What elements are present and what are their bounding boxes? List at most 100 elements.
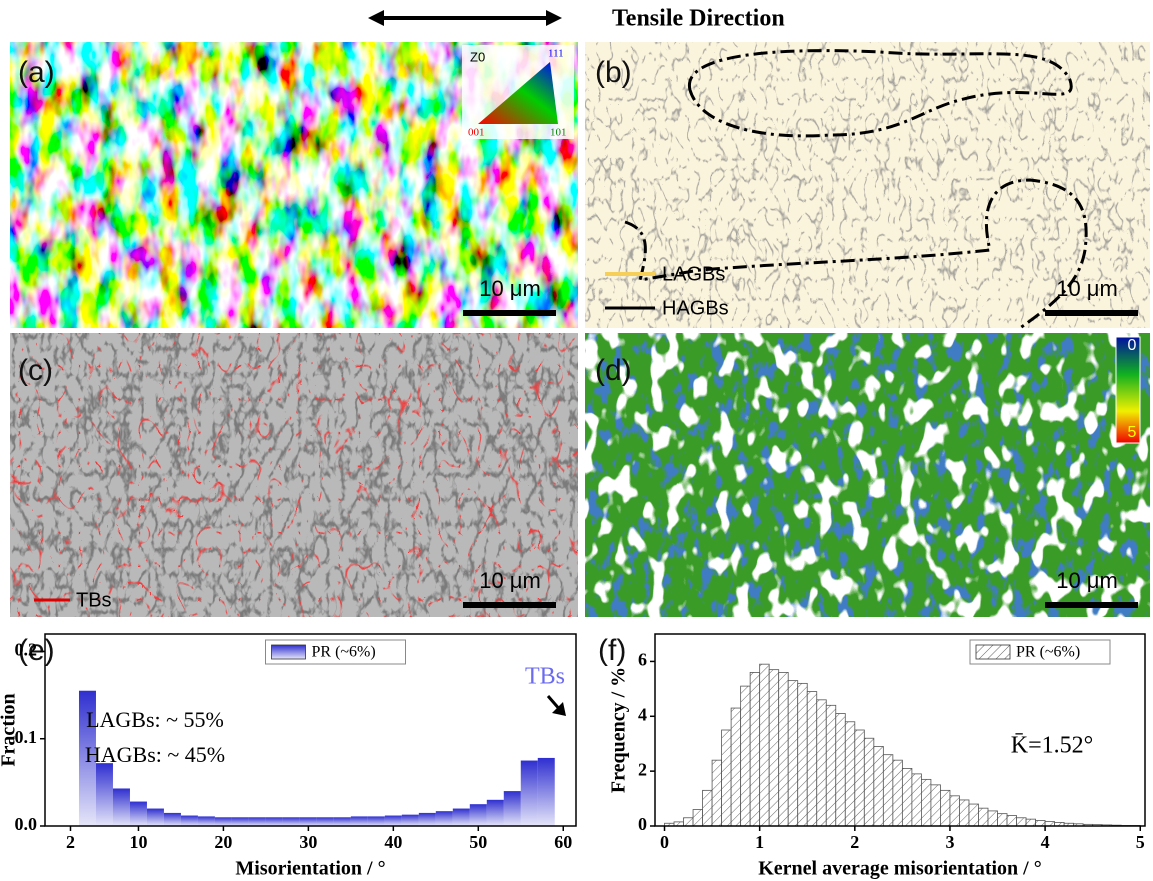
arrow-annotation: TBs (525, 664, 565, 690)
x-tick-label: 50 (469, 832, 487, 852)
bar (988, 811, 998, 826)
legend-label: HAGBs (662, 297, 729, 319)
bar (693, 810, 703, 826)
bar (147, 809, 164, 826)
x-tick-label: 1 (755, 832, 764, 852)
legend-label: LAGBs (662, 263, 725, 285)
x-tick-label: 0 (660, 832, 669, 852)
bar (722, 730, 732, 826)
bar (283, 817, 300, 826)
bar (940, 790, 950, 826)
bar (368, 816, 385, 826)
bar (731, 708, 741, 826)
bar (750, 672, 760, 826)
bar (215, 817, 232, 826)
annotation: HAGBs: ~ 45% (85, 742, 225, 767)
inset-corner: 111 (548, 48, 564, 60)
figure: Tensile Direction Z0 111 001 101 (a) 10 … (0, 0, 1153, 881)
scale-bar-label: 10 μm (1056, 568, 1118, 593)
scale-bar-label: 10 μm (1056, 276, 1118, 301)
y-axis-label: Fraction (0, 693, 20, 766)
bar (300, 817, 317, 826)
bar (470, 804, 487, 826)
x-tick-label: 60 (554, 832, 572, 852)
bar (538, 758, 555, 826)
legend-swatch (272, 645, 306, 659)
bar (198, 816, 215, 826)
inset-corner: 101 (550, 127, 567, 139)
bar (1007, 816, 1017, 826)
scale-bar-label: 10 μm (479, 276, 541, 301)
bar (453, 809, 470, 826)
bar (969, 804, 979, 826)
bar (1017, 818, 1027, 826)
bar (402, 815, 419, 826)
bar (504, 791, 521, 826)
bar (807, 692, 817, 826)
bar (950, 796, 960, 826)
annotation: K̄=1.52° (1011, 733, 1093, 759)
panel-label: (d) (595, 354, 632, 387)
bar (788, 681, 798, 826)
bar (164, 813, 181, 826)
inset-axis: Z0 (470, 49, 485, 64)
bar (684, 818, 694, 826)
bar (959, 800, 969, 826)
x-tick-label: 3 (945, 832, 954, 852)
y-tick-label: 6 (638, 650, 647, 670)
arrow-head (368, 10, 384, 26)
y-axis-label: Frequency / % (608, 667, 630, 793)
bar (249, 817, 266, 826)
y-tick-label: 0.0 (15, 814, 38, 834)
inset-corner: 001 (468, 127, 485, 139)
y-tick-label: 2 (638, 759, 647, 779)
scale-bar-label: 10 μm (479, 568, 541, 593)
bar (317, 817, 334, 826)
legend-label: PR (~6%) (1016, 644, 1080, 661)
bar (798, 683, 808, 826)
bar (130, 802, 147, 826)
bar (712, 760, 722, 826)
x-tick-label: 10 (129, 832, 147, 852)
bar (912, 774, 922, 826)
bar (1026, 819, 1036, 826)
bar (487, 800, 504, 826)
legend-label: TBs (76, 589, 112, 611)
bar (978, 808, 988, 826)
x-tick-label: 30 (299, 832, 317, 852)
bar (769, 670, 779, 826)
bar (181, 816, 198, 826)
bar (921, 779, 931, 826)
bar (385, 816, 402, 826)
bar (521, 761, 538, 826)
legend-swatch (976, 645, 1010, 659)
tensile-direction: Tensile Direction (612, 6, 785, 32)
bar (351, 816, 368, 826)
x-tick-label: 2 (66, 832, 75, 852)
y-tick-label: 4 (638, 704, 647, 724)
annotation: LAGBs: ~ 55% (86, 707, 224, 732)
x-tick-label: 2 (850, 832, 859, 852)
bar (883, 755, 893, 826)
y-tick-label: 0 (638, 814, 647, 834)
bar (902, 768, 912, 826)
colorbar-tick: 0 (1128, 337, 1137, 354)
bar (817, 700, 827, 826)
legend-label: PR (~6%) (312, 644, 376, 661)
bar (419, 813, 436, 826)
bar (779, 672, 789, 826)
x-axis-label: Kernel average misorientation / ° (758, 858, 1042, 880)
bar (113, 788, 130, 826)
x-tick-label: 4 (1041, 832, 1050, 852)
bar (96, 763, 113, 826)
bar (232, 817, 249, 826)
bar (760, 664, 770, 826)
panel-label: (c) (18, 354, 53, 387)
bar (826, 705, 836, 826)
arrow-head (546, 10, 562, 26)
panel-label: (b) (595, 56, 632, 89)
y-tick-label: 0.2 (15, 640, 38, 660)
x-tick-label: 20 (214, 832, 232, 852)
bar (855, 730, 865, 826)
bar (845, 722, 855, 826)
